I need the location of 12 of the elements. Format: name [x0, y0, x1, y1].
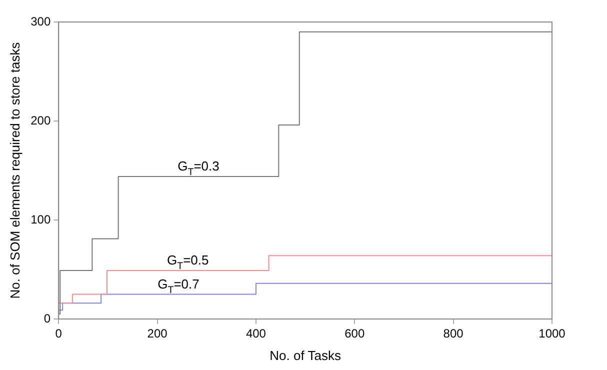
y-tick-label: 300: [30, 14, 51, 28]
x-axis-title: No. of Tasks: [270, 348, 342, 363]
y-tick-label: 200: [30, 113, 51, 128]
x-tick-label: 800: [443, 326, 464, 341]
x-tick-label: 600: [344, 326, 365, 341]
y-axis-title: No. of SOM elements required to store tasks: [7, 42, 22, 299]
y-tick-label: 0: [44, 311, 51, 326]
x-tick-label: 0: [55, 326, 62, 341]
y-tick-label: 100: [30, 212, 51, 226]
x-tick-label: 200: [147, 326, 168, 341]
x-tick-label: 1000: [538, 326, 566, 341]
x-tick-label: 400: [246, 326, 266, 341]
